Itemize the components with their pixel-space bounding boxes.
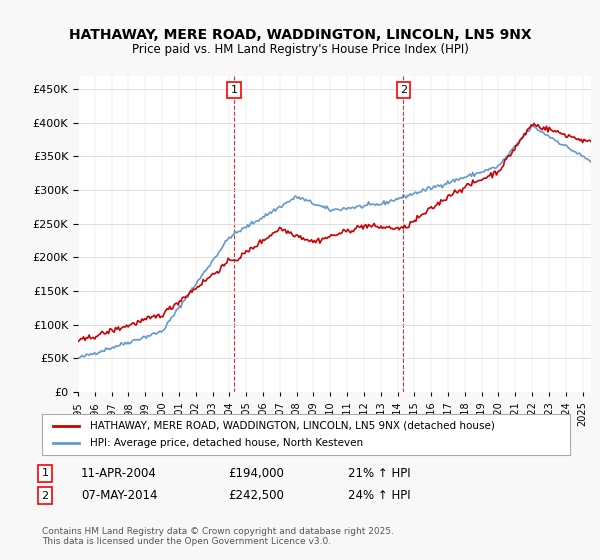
Text: HATHAWAY, MERE ROAD, WADDINGTON, LINCOLN, LN5 9NX (detached house): HATHAWAY, MERE ROAD, WADDINGTON, LINCOLN…: [89, 421, 494, 431]
Text: Contains HM Land Registry data © Crown copyright and database right 2025.
This d: Contains HM Land Registry data © Crown c…: [42, 527, 394, 546]
Text: 21% ↑ HPI: 21% ↑ HPI: [348, 466, 410, 480]
Text: 11-APR-2004: 11-APR-2004: [81, 466, 157, 480]
Text: Price paid vs. HM Land Registry's House Price Index (HPI): Price paid vs. HM Land Registry's House …: [131, 43, 469, 56]
Text: HATHAWAY, MERE ROAD, WADDINGTON, LINCOLN, LN5 9NX: HATHAWAY, MERE ROAD, WADDINGTON, LINCOLN…: [68, 28, 532, 42]
Text: 24% ↑ HPI: 24% ↑ HPI: [348, 489, 410, 502]
Text: £242,500: £242,500: [228, 489, 284, 502]
Text: 1: 1: [230, 85, 238, 95]
Text: 2: 2: [41, 491, 49, 501]
Text: £194,000: £194,000: [228, 466, 284, 480]
Text: 07-MAY-2014: 07-MAY-2014: [81, 489, 157, 502]
Text: 1: 1: [41, 468, 49, 478]
Text: HPI: Average price, detached house, North Kesteven: HPI: Average price, detached house, Nort…: [89, 438, 362, 449]
Text: 2: 2: [400, 85, 407, 95]
